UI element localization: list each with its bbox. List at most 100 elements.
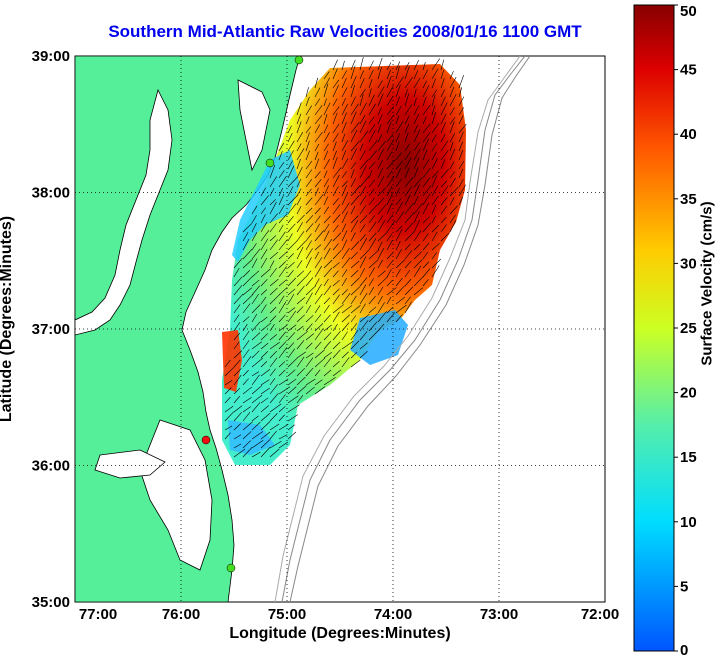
velocity-vector	[359, 267, 365, 278]
velocity-vector	[269, 324, 275, 332]
velocity-vector	[296, 231, 305, 242]
velocity-vector	[251, 332, 261, 341]
velocity-vector	[233, 405, 243, 413]
velocity-vector	[440, 205, 448, 215]
velocity-vector	[359, 277, 368, 287]
velocity-vector	[332, 232, 342, 242]
y-tick-label: 36:00	[32, 458, 70, 475]
velocity-vector	[440, 89, 445, 98]
velocity-vector	[431, 105, 436, 116]
velocity-vector	[395, 160, 403, 170]
velocity-vector	[449, 133, 456, 143]
velocity-vector	[395, 168, 402, 179]
velocity-vector	[395, 228, 403, 242]
velocity-vector	[368, 60, 374, 71]
velocity-vector	[332, 349, 341, 359]
velocity-vector	[260, 230, 270, 242]
velocity-vector	[404, 61, 410, 71]
velocity-vector	[350, 59, 356, 71]
velocity-vector	[368, 79, 373, 89]
velocity-vector	[233, 374, 242, 386]
velocity-vector	[422, 202, 429, 215]
velocity-vector	[386, 133, 394, 143]
velocity-vector	[260, 214, 266, 224]
velocity-vector	[296, 214, 305, 224]
velocity-vector	[386, 202, 393, 215]
velocity-vector	[332, 174, 340, 188]
velocity-vector	[269, 260, 275, 269]
velocity-vector	[359, 57, 364, 71]
station-marker	[226, 563, 236, 573]
velocity-vector	[404, 104, 413, 116]
velocity-vector	[359, 120, 367, 134]
velocity-vector	[296, 113, 302, 125]
velocity-vector	[287, 369, 296, 377]
velocity-vector	[368, 249, 380, 260]
velocity-vector	[305, 214, 314, 224]
velocity-vector	[404, 66, 410, 80]
velocity-vector	[233, 395, 241, 404]
velocity-vector	[260, 439, 271, 449]
velocity-vector	[404, 243, 411, 251]
velocity-vector	[251, 258, 258, 269]
station-marker	[265, 158, 275, 168]
velocity-vector	[287, 203, 297, 215]
velocity-vector	[278, 170, 285, 179]
velocity-vector	[341, 239, 348, 251]
velocity-vector	[368, 259, 379, 269]
velocity-vector	[422, 104, 431, 116]
velocity-vector	[233, 257, 243, 269]
velocity-vector	[341, 269, 348, 278]
velocity-vector	[314, 171, 321, 179]
velocity-vector	[440, 150, 449, 161]
velocity-vector	[287, 125, 292, 134]
velocity-vector	[386, 170, 393, 179]
velocity-vector	[287, 332, 296, 341]
velocity-vector	[260, 249, 268, 260]
velocity-vector	[386, 69, 391, 80]
velocity-vector	[233, 304, 241, 314]
velocity-vector	[287, 233, 293, 242]
velocity-vector	[377, 197, 384, 206]
velocity-vector	[233, 434, 242, 440]
velocity-vector	[287, 140, 295, 152]
velocity-vector	[413, 70, 419, 80]
velocity-vector	[413, 60, 419, 71]
velocity-vector	[386, 186, 393, 197]
velocity-vector	[278, 441, 289, 449]
velocity-vector	[422, 138, 430, 152]
velocity-vector	[368, 215, 376, 224]
velocity-vector	[368, 267, 375, 278]
velocity-vector	[287, 324, 297, 332]
velocity-vector	[386, 240, 393, 251]
velocity-vector	[332, 59, 338, 71]
velocity-vector	[449, 171, 456, 179]
velocity-vector	[224, 411, 234, 422]
velocity-vector	[287, 424, 295, 431]
velocity-vector	[269, 187, 275, 197]
velocity-vector	[251, 293, 259, 305]
velocity-vector	[305, 207, 313, 215]
velocity-vector	[422, 193, 431, 206]
velocity-vector	[413, 184, 420, 197]
velocity-vector	[449, 107, 455, 116]
velocity-vector	[305, 342, 313, 350]
velocity-vector	[305, 132, 310, 143]
velocity-vector	[260, 369, 271, 377]
velocity-vector	[332, 167, 342, 179]
velocity-vector	[431, 175, 438, 188]
velocity-vector	[422, 251, 429, 260]
velocity-vector	[233, 293, 244, 305]
velocity-vector	[440, 69, 444, 80]
velocity-vector	[377, 134, 383, 143]
velocity-vector	[359, 313, 370, 323]
velocity-vector	[332, 304, 344, 314]
velocity-vector	[314, 265, 323, 278]
velocity-vector	[368, 204, 378, 215]
velocity-vector	[224, 380, 233, 386]
velocity-vector	[350, 75, 357, 89]
velocity-vector	[350, 178, 356, 188]
velocity-vector	[269, 164, 276, 179]
velocity-vector	[233, 267, 240, 278]
velocity-vector	[395, 120, 404, 134]
